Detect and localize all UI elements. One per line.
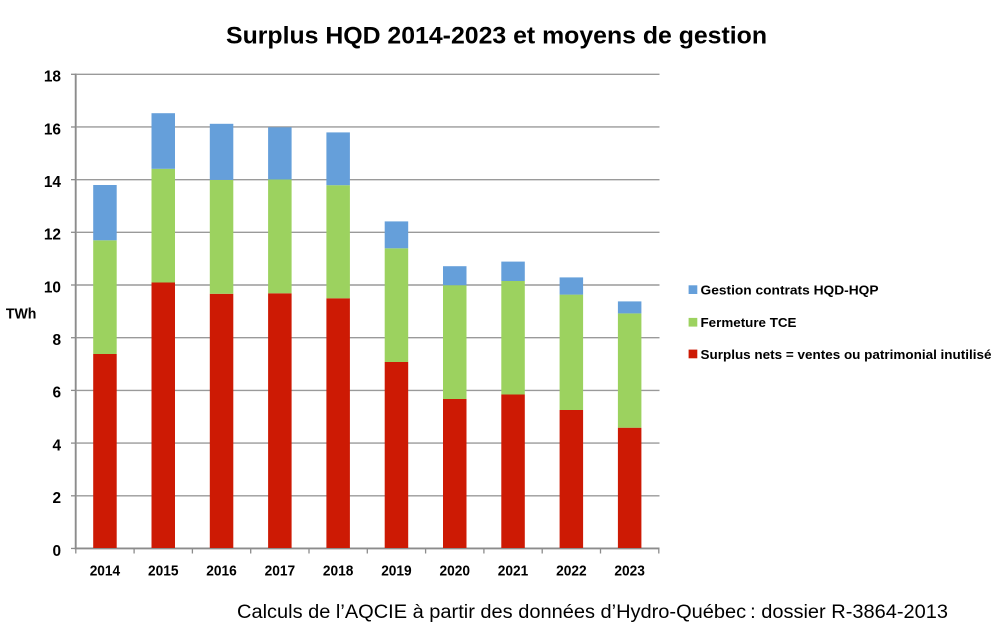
svg-text:2019: 2019 (381, 562, 412, 579)
svg-text:2: 2 (52, 490, 61, 507)
svg-text:2020: 2020 (440, 562, 471, 579)
svg-text:18: 18 (44, 69, 62, 86)
svg-text:16: 16 (44, 121, 61, 138)
svg-text:0: 0 (52, 543, 61, 560)
svg-text:Surplus nets = ventes ou patri: Surplus nets = ventes ou patrimonial inu… (701, 347, 992, 362)
svg-text:Gestion contrats HQD-HQP: Gestion contrats HQD-HQP (701, 283, 879, 298)
svg-text:Calculs de l’AQCIE à partir de: Calculs de l’AQCIE à partir des données … (237, 602, 948, 623)
svg-text:8: 8 (52, 332, 61, 349)
svg-text:2014: 2014 (90, 562, 121, 579)
svg-text:6: 6 (52, 385, 61, 402)
svg-text:2021: 2021 (498, 562, 529, 579)
svg-text:14: 14 (44, 174, 62, 191)
svg-text:Surplus HQD 2014-2023 et moyen: Surplus HQD 2014-2023 et moyens de gesti… (226, 23, 767, 50)
svg-text:10: 10 (44, 279, 61, 296)
svg-text:12: 12 (44, 227, 61, 244)
svg-text:2018: 2018 (323, 562, 354, 579)
svg-text:2015: 2015 (148, 562, 179, 579)
svg-text:2022: 2022 (556, 562, 587, 579)
svg-text:4: 4 (52, 437, 61, 454)
svg-text:2017: 2017 (265, 562, 296, 579)
svg-text:TWh: TWh (6, 305, 37, 322)
svg-text:Fermeture TCE: Fermeture TCE (701, 315, 797, 330)
svg-text:2023: 2023 (614, 562, 645, 579)
svg-text:2016: 2016 (206, 562, 237, 579)
